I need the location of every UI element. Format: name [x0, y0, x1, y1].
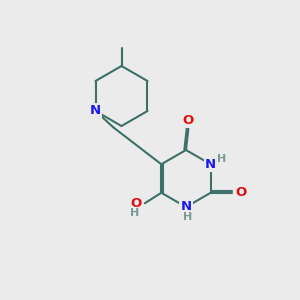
Text: O: O	[183, 114, 194, 127]
Text: H: H	[183, 212, 192, 223]
Text: N: N	[205, 158, 216, 171]
Text: H: H	[218, 154, 227, 164]
Text: N: N	[180, 200, 192, 214]
Text: O: O	[130, 197, 141, 210]
Text: H: H	[130, 208, 139, 218]
Text: O: O	[235, 186, 246, 199]
Text: N: N	[90, 104, 101, 118]
